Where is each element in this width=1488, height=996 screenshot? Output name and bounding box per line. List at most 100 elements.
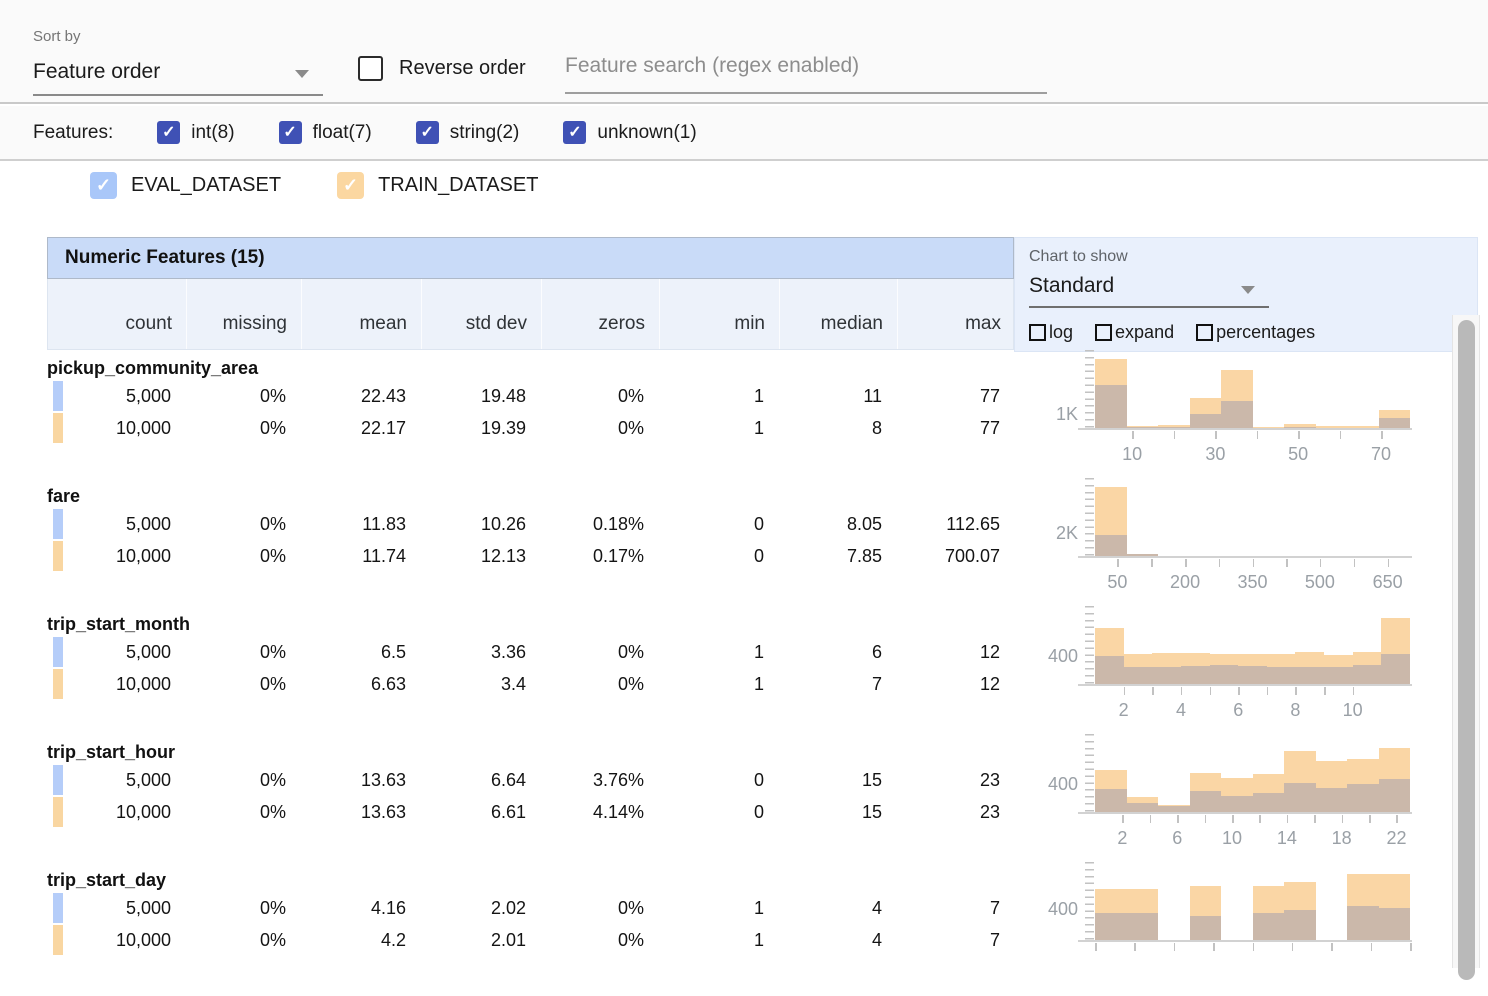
stat-value: 1 — [658, 924, 778, 956]
eval-overlap-bar — [1190, 791, 1222, 812]
stat-value: 8 — [778, 412, 896, 444]
train-dataset-swatch — [53, 669, 63, 699]
chart-toggle-label: expand — [1115, 322, 1174, 343]
stat-value: 3.76% — [540, 764, 658, 796]
x-axis-tick-icon — [1342, 815, 1344, 823]
chart-type-dropdown[interactable]: Standard — [1029, 270, 1269, 308]
eval-overlap-bar — [1253, 913, 1285, 940]
stat-value: 1 — [658, 380, 778, 412]
chart-to-show-label: Chart to show — [1029, 248, 1128, 266]
features-filter-label: Features: — [33, 122, 113, 144]
stat-value: 700.07 — [896, 540, 1014, 572]
eval-overlap-bar — [1324, 667, 1353, 684]
stat-value: 1 — [658, 892, 778, 924]
y-axis-ruler-icon — [1085, 478, 1094, 556]
train-dataset-swatch — [53, 413, 63, 443]
stat-value: 6.5 — [300, 636, 420, 668]
eval-overlap-bar — [1127, 803, 1159, 812]
x-axis-tick-label: 22 — [1366, 828, 1426, 849]
dataset-label: EVAL_DATASET — [131, 174, 281, 197]
stat-value: 0.18% — [540, 508, 658, 540]
feature-type-filterbar: Features: ✓int(8) ✓float(7) ✓string(2) ✓unk… — [0, 106, 1488, 161]
x-axis-tick-label: 200 — [1155, 572, 1215, 593]
histogram-bars[interactable] — [1095, 862, 1410, 940]
eval-overlap-bar — [1379, 779, 1411, 812]
stat-value: 5,000 — [47, 764, 185, 796]
stat-value: 6.63 — [300, 668, 420, 700]
feature-search-input[interactable] — [565, 54, 1047, 78]
x-axis-tick-icon — [1295, 687, 1297, 695]
feature-type-filter-unknown1[interactable]: ✓unknown(1) — [563, 121, 696, 144]
unchecked-checkbox-icon — [1196, 324, 1213, 341]
column-header-count: count — [48, 279, 186, 349]
stat-value: 12 — [896, 668, 1014, 700]
chart-toggle-log[interactable]: log — [1029, 322, 1073, 343]
stat-value: 23 — [896, 796, 1014, 828]
stat-value: 0 — [658, 508, 778, 540]
stat-value: 0 — [658, 796, 778, 828]
stat-value: 0% — [185, 508, 300, 540]
stat-value: 1 — [658, 636, 778, 668]
x-axis-tick-label: 4 — [1151, 700, 1211, 721]
reverse-order-checkbox[interactable] — [358, 56, 383, 81]
chart-type-value: Standard — [1029, 270, 1269, 302]
x-axis-tick-icon — [1324, 687, 1326, 695]
eval-dataset-swatch — [53, 381, 63, 411]
feature-block-pickup_community_area: pickup_community_area5,0000%22.4319.480%… — [47, 356, 1488, 444]
x-axis-tick-label: 650 — [1358, 572, 1418, 593]
column-header-missing: missing — [186, 279, 301, 349]
stat-value: 0.17% — [540, 540, 658, 572]
dataset-toggle-train_dataset[interactable]: ✓TRAIN_DATASET — [337, 172, 538, 199]
eval-overlap-bar — [1284, 783, 1316, 812]
chart-toggle-row: log expand percentages — [1029, 322, 1315, 343]
x-axis-tick-label: 18 — [1312, 828, 1372, 849]
eval-overlap-bar — [1253, 793, 1285, 812]
eval-overlap-bar — [1095, 385, 1127, 428]
eval-overlap-bar — [1095, 913, 1127, 940]
stat-value: 0% — [185, 764, 300, 796]
chart-toggle-label: percentages — [1216, 322, 1315, 343]
x-axis-tick-icon — [1396, 815, 1398, 823]
eval-overlap-bar — [1190, 916, 1222, 940]
histogram-bars[interactable] — [1095, 606, 1410, 684]
feature-type-filter-string2[interactable]: ✓string(2) — [416, 121, 520, 144]
feature-block-trip_start_month: trip_start_month5,0000%6.53.360%161210,0… — [47, 612, 1488, 700]
stat-value: 0% — [185, 668, 300, 700]
eval-dataset-swatch — [53, 637, 63, 667]
feature-type-filter-int8[interactable]: ✓int(8) — [157, 121, 234, 144]
histogram-trip_start_month: 400246810 — [1032, 606, 1488, 736]
dataset-toggle-eval_dataset[interactable]: ✓ EVAL_DATASET — [90, 172, 281, 199]
dataset-checkbox-icon: ✓ — [90, 172, 117, 199]
stat-value: 77 — [896, 412, 1014, 444]
x-axis-tick-icon — [1287, 815, 1289, 823]
chart-toggle-expand[interactable]: expand — [1095, 322, 1174, 343]
x-axis-tick-icon — [1369, 815, 1371, 823]
x-axis-tick-label: 2 — [1092, 828, 1152, 849]
stat-value: 0 — [658, 764, 778, 796]
feature-type-label: int(8) — [191, 122, 234, 144]
histogram-bars[interactable] — [1095, 350, 1410, 428]
eval-overlap-bar — [1353, 665, 1382, 685]
eval-overlap-bar — [1295, 667, 1324, 684]
feature-type-filter-float7[interactable]: ✓float(7) — [279, 121, 372, 144]
x-axis-tick-icon — [1134, 943, 1136, 951]
stat-value: 0% — [185, 924, 300, 956]
x-axis-tick-icon — [1219, 559, 1221, 567]
eval-overlap-bar — [1381, 654, 1410, 684]
histogram-fare: 2K50200350500650 — [1032, 478, 1488, 608]
x-axis-tick-icon — [1353, 687, 1355, 695]
x-axis-tick-icon — [1124, 687, 1126, 695]
x-axis-tick-label: 50 — [1087, 572, 1147, 593]
histogram-bars[interactable] — [1095, 734, 1410, 812]
x-axis-tick-icon — [1117, 559, 1119, 567]
stat-value: 12 — [896, 636, 1014, 668]
x-axis-tick-icon — [1210, 687, 1212, 695]
sort-by-dropdown[interactable]: Feature order — [33, 54, 323, 96]
stat-value: 12.13 — [420, 540, 540, 572]
stat-value: 4 — [778, 924, 896, 956]
chart-toggle-percentages[interactable]: percentages — [1196, 322, 1315, 343]
numeric-features-title: Numeric Features (15) — [65, 247, 265, 269]
x-axis-tick-label: 2 — [1094, 700, 1154, 721]
histogram-bars[interactable] — [1095, 478, 1410, 556]
unchecked-checkbox-icon — [1029, 324, 1046, 341]
